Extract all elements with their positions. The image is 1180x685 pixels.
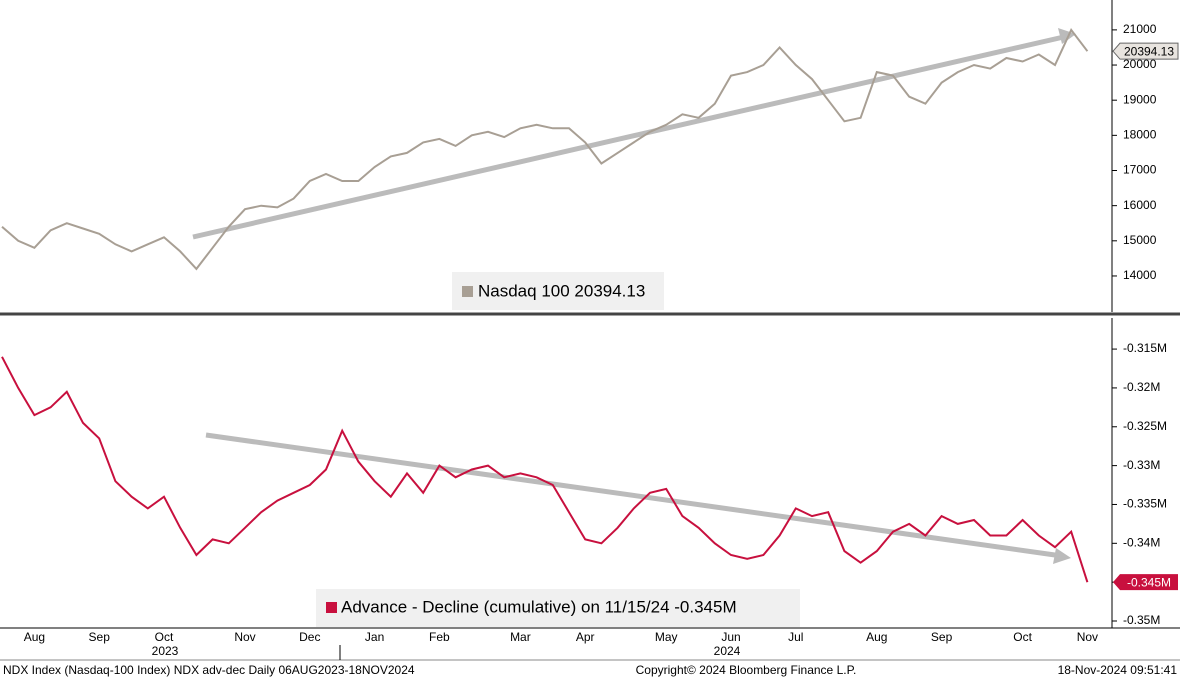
x-tick-label: Jul [788,630,803,644]
y-tick-label: -0.34M [1123,535,1160,549]
data-line [1,356,1089,583]
legend-swatch [326,602,337,613]
last-value-tag [1113,574,1178,591]
x-tick-label: Aug [866,630,887,644]
x-tick-label: Nov [1077,630,1098,644]
x-tick-label: Sep [89,630,111,644]
legend-box [316,589,800,627]
y-tick-label: 17000 [1123,163,1157,177]
year-label: 2023 [152,644,179,658]
x-tick-label: Mar [510,630,531,644]
y-tick-label: -0.32M [1123,380,1160,394]
x-tick-label: Feb [429,630,450,644]
legend-swatch [462,286,473,297]
x-tick-label: Apr [576,630,595,644]
trend-arrow [205,432,1063,559]
legend-box [452,272,664,310]
footer-left: NDX Index (Nasdaq-100 Index) NDX adv-dec… [3,663,415,677]
x-tick-label: Nov [234,630,255,644]
y-tick-label: 14000 [1123,268,1157,282]
x-tick-label: Aug [24,630,45,644]
y-tick-label: 19000 [1123,92,1157,106]
y-tick-label: 18000 [1123,128,1157,142]
legend-label: Advance - Decline (cumulative) on 11/15/… [341,597,737,616]
y-tick-label: 21000 [1123,22,1157,36]
year-label: 2024 [714,644,741,658]
x-tick-label: Oct [155,630,174,644]
data-line [1,27,1089,271]
y-tick-label: 16000 [1123,198,1157,212]
footer-center: Copyright© 2024 Bloomberg Finance L.P. [636,663,857,677]
trend-arrowhead [1053,548,1071,564]
last-value-label: -0.345M [1127,575,1171,589]
x-tick-label: May [655,630,678,644]
trend-arrowhead [1058,28,1076,44]
y-tick-label: 15000 [1123,233,1157,247]
footer-right: 18-Nov-2024 09:51:41 [1058,663,1178,677]
y-tick-label: -0.325M [1123,419,1167,433]
last-value-label: 20394.13 [1124,44,1174,58]
plot: 14000 15000 16000 17000 18000 19000 20000 21000… [1,22,1179,644]
legend-label: Nasdaq 100 20394.13 [478,281,645,300]
y-tick-label: -0.335M [1123,497,1167,511]
x-tick-label: Jan [365,630,384,644]
y-tick-label: -0.35M [1123,613,1160,627]
y-tick-label: -0.33M [1123,458,1160,472]
x-tick-label: Dec [299,630,320,644]
x-tick-label: Sep [931,630,953,644]
trend-arrow [192,33,1069,240]
y-tick-label: -0.315M [1123,341,1167,355]
x-tick-label: Jun [721,630,740,644]
y-tick-label: 20000 [1123,57,1157,71]
last-value-tag [1112,42,1179,60]
x-tick-label: Oct [1013,630,1032,644]
